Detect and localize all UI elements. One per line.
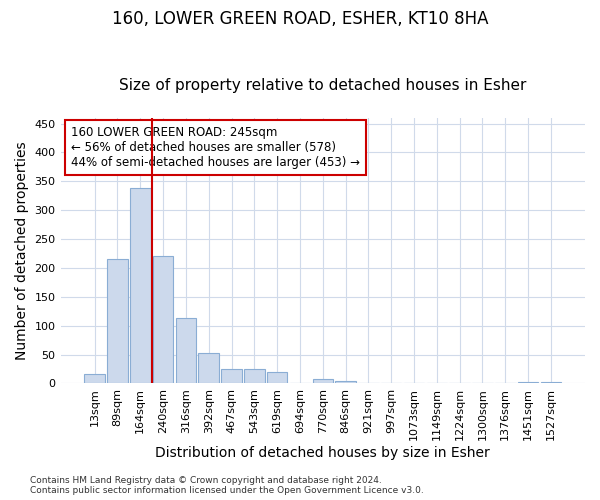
Title: Size of property relative to detached houses in Esher: Size of property relative to detached ho… [119, 78, 526, 93]
Bar [176, 318, 196, 384]
X-axis label: Distribution of detached houses by size in Esher: Distribution of detached houses by size … [155, 446, 490, 460]
Bar [153, 256, 173, 384]
Bar [541, 382, 561, 384]
Text: Contains HM Land Registry data © Crown copyright and database right 2024.
Contai: Contains HM Land Registry data © Crown c… [30, 476, 424, 495]
Bar [221, 369, 242, 384]
Bar [267, 372, 287, 384]
Bar [130, 188, 151, 384]
Bar [107, 260, 128, 384]
Bar [199, 353, 219, 384]
Y-axis label: Number of detached properties: Number of detached properties [15, 142, 29, 360]
Bar [518, 382, 538, 384]
Bar [85, 374, 105, 384]
Bar [244, 369, 265, 384]
Bar [313, 379, 333, 384]
Text: 160, LOWER GREEN ROAD, ESHER, KT10 8HA: 160, LOWER GREEN ROAD, ESHER, KT10 8HA [112, 10, 488, 28]
Bar [335, 380, 356, 384]
Text: 160 LOWER GREEN ROAD: 245sqm
← 56% of detached houses are smaller (578)
44% of s: 160 LOWER GREEN ROAD: 245sqm ← 56% of de… [71, 126, 360, 168]
